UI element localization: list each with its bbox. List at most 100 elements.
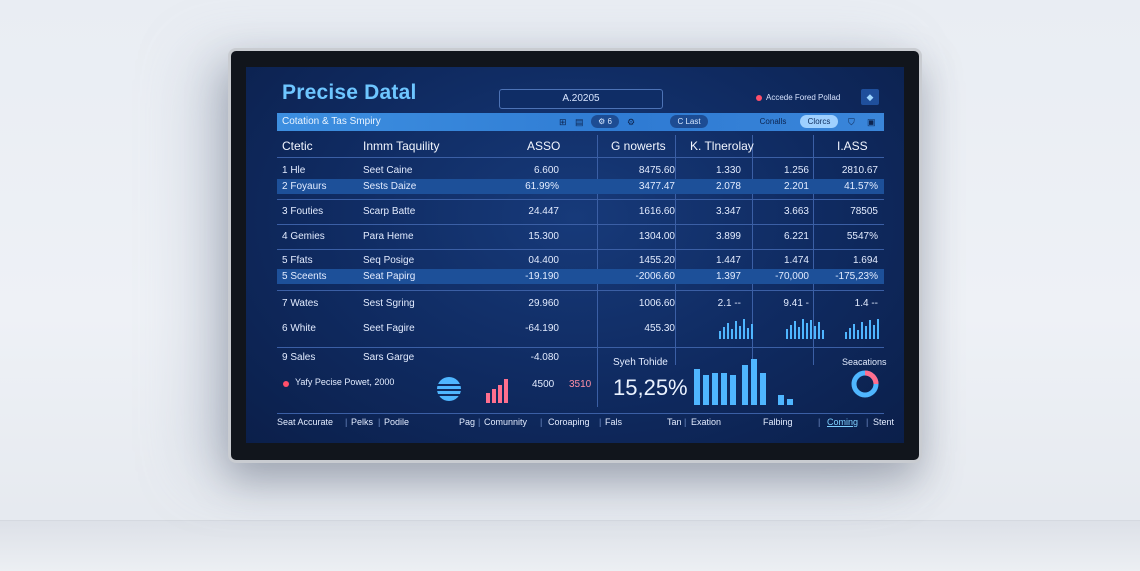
row-b: 3477.47 [638, 181, 675, 192]
row-id: 3 Fouties [282, 206, 324, 217]
row-a: 29.960 [528, 298, 559, 309]
last-button[interactable]: C Last [670, 115, 708, 128]
header-name[interactable]: Inmm Taquility [363, 139, 440, 153]
header-id[interactable]: Ctetic [282, 139, 313, 153]
data-table: Ctetic Inmm Taquility ASSO G nowerts K. … [277, 135, 884, 407]
row-divider [277, 199, 884, 200]
table-row[interactable]: 9 Sales Sars Garge -4.080 [277, 350, 884, 365]
row-b: -2006.60 [635, 271, 675, 282]
row-d: 1.474 [783, 255, 809, 266]
row-name: Scarp Batte [363, 206, 416, 217]
column-divider [813, 135, 814, 365]
table-row[interactable]: 7 Wates Sest Sgring 29.960 1006.60 2.1 -… [277, 296, 884, 311]
row-b: 1455.20 [638, 255, 675, 266]
row-d: -70,000 [775, 271, 809, 282]
row-c: 3.899 [715, 231, 741, 242]
row-d: 2.201 [783, 181, 809, 192]
sparkline-c [719, 319, 753, 339]
row-e: 1.4 -- [854, 298, 878, 309]
view-toggle-icon[interactable]: ⚙ 6 [591, 115, 619, 128]
row-a: 15.300 [528, 231, 559, 242]
header-divider [277, 157, 884, 158]
legend-label: Yafy Pecise Powet, 2000 [295, 377, 395, 387]
row-id: 5 Sceents [282, 271, 327, 282]
row-id: 5 Ffats [282, 255, 313, 266]
status-text: Accede Fored Pollad [766, 93, 841, 102]
table-row[interactable]: 1 Hle Seet Caine 6.600 8475.60 1.330 1.2… [277, 163, 884, 178]
footer-item[interactable]: Tan [667, 417, 682, 427]
row-id: 6 White [282, 323, 316, 334]
footer-item[interactable]: Seat Accurate [277, 417, 334, 427]
row-id: 7 Wates [282, 298, 319, 309]
table-row[interactable]: 6 White Seet Fagire -64.190 455.30 [277, 321, 884, 336]
row-d: 6.221 [783, 231, 809, 242]
row-e: 78505 [850, 206, 878, 217]
mini-bar-chart-icon [486, 379, 508, 403]
row-name: Sests Daize [363, 181, 417, 192]
summary-label: Syeh Tohide [613, 357, 668, 368]
shield-icon[interactable]: ⛉ [848, 117, 855, 127]
grid-icon[interactable]: ▤ [575, 117, 584, 127]
row-name: Seet Fagire [363, 323, 415, 334]
row-divider [277, 290, 884, 291]
controls-button[interactable]: Conalls [759, 117, 787, 126]
header-e[interactable]: I.ASS [837, 139, 868, 153]
summary-panel: Yafy Pecise Powet, 2000 4500 3510 Syeh T… [277, 349, 887, 409]
period-selector[interactable]: A.20205 [499, 89, 663, 109]
table-row[interactable]: 5 Sceents Seat Papirg -19.190 -2006.60 1… [277, 269, 884, 284]
table-row[interactable]: 2 Foyaurs Sests Daize 61.99% 3477.47 2.0… [277, 179, 884, 194]
row-d: 9.41 - [783, 298, 809, 309]
desk-surface [0, 520, 1140, 571]
row-a: -64.190 [525, 323, 559, 334]
column-divider [675, 135, 676, 365]
colors-button[interactable]: Clorcs [800, 115, 838, 128]
donut-chart-icon [851, 370, 879, 398]
row-name: Seq Posige [363, 255, 415, 266]
header-b[interactable]: G nowerts [611, 139, 666, 153]
footer-item[interactable]: Stent [873, 417, 895, 427]
small-value-1: 4500 [532, 379, 555, 390]
header-a[interactable]: ASSO [527, 139, 561, 153]
row-e: 1.694 [852, 255, 878, 266]
column-divider [752, 135, 753, 365]
footer-item[interactable]: Fals [605, 417, 623, 427]
save-icon[interactable]: ▣ [867, 117, 876, 127]
footer-item[interactable]: Exation [691, 417, 722, 427]
sensations-label: Seacations [842, 357, 887, 367]
footer-item[interactable]: Comunnity [484, 417, 528, 427]
status-indicator: Accede Fored Pollad [756, 93, 840, 102]
row-c: 1.447 [715, 255, 741, 266]
row-b: 455.30 [644, 323, 675, 334]
app-title: Precise Datal [282, 81, 417, 104]
footer-item[interactable]: Coroaping [548, 417, 590, 427]
alert-dot-icon [283, 381, 289, 387]
summary-value: 15,25% [613, 375, 688, 400]
table-row[interactable]: 4 Gemies Para Heme 15.300 1304.00 3.899 … [277, 229, 884, 244]
row-id: 1 Hle [282, 165, 306, 176]
footer-item-active[interactable]: Coming [827, 417, 859, 427]
settings-diamond-icon[interactable]: ◆ [861, 89, 879, 105]
row-a: -19.190 [525, 271, 559, 282]
gear-icon[interactable]: ⚙ [627, 117, 636, 127]
footer-item[interactable]: Falbing [763, 417, 793, 427]
alert-dot-icon [756, 94, 762, 101]
row-a: 24.447 [528, 206, 559, 217]
footer-item[interactable]: Pelks [351, 417, 374, 427]
small-value-2: 3510 [569, 379, 592, 390]
row-c: 1.330 [715, 165, 741, 176]
table-row[interactable]: 3 Fouties Scarp Batte 24.447 1616.60 3.3… [277, 204, 884, 219]
table-row[interactable]: 5 Ffats Seq Posige 04.400 1455.20 1.447 … [277, 253, 884, 268]
footer-item[interactable]: Podile [384, 417, 410, 427]
header-c[interactable]: K. Tlnerolay [690, 139, 754, 153]
separator: | [540, 417, 543, 427]
row-id: 4 Gemies [282, 231, 325, 242]
toolbar-label: Cotation & Tas Smpiry [282, 116, 381, 127]
footer-item[interactable]: Pag [459, 417, 476, 427]
row-divider [277, 249, 884, 250]
filter-icon[interactable]: ⊞ [559, 117, 567, 127]
row-d: 3.663 [783, 206, 809, 217]
row-e: -175,23% [835, 271, 878, 282]
row-d: 1.256 [783, 165, 809, 176]
row-b: 1304.00 [638, 231, 675, 242]
sparkline-d [786, 319, 824, 339]
